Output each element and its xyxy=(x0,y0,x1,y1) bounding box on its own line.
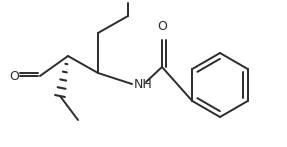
Text: O: O xyxy=(9,70,19,82)
Text: O: O xyxy=(157,20,167,33)
Text: NH: NH xyxy=(134,77,153,91)
